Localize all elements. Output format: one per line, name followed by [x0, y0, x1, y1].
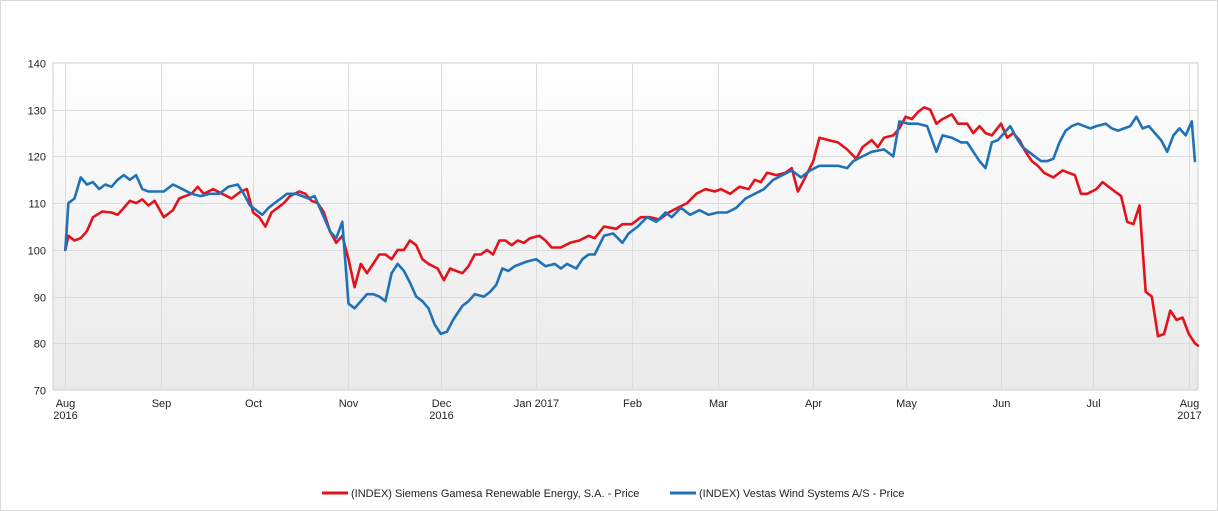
y-tick-label: 120: [28, 152, 46, 164]
x-tick-label: Apr: [805, 398, 822, 410]
y-tick-label: 140: [28, 59, 46, 71]
grid-lines: [53, 63, 1198, 390]
plot-area: [52, 62, 1199, 391]
x-tick-label: Aug: [56, 398, 76, 410]
x-tick-year-label: 2016: [53, 410, 77, 422]
y-tick-label: 90: [34, 293, 46, 305]
series-line-2: [64, 115, 1197, 336]
legend: (INDEX) Siemens Gamesa Renewable Energy,…: [322, 488, 904, 500]
x-tick-label: Dec: [432, 398, 452, 410]
x-tick-label: Mar: [709, 398, 728, 410]
x-tick-label: Aug: [1180, 398, 1200, 410]
x-tick-label: Oct: [245, 398, 262, 410]
y-axis: 70 80 90 100 110 120 130 140: [28, 59, 46, 398]
x-tick-label: Nov: [339, 398, 359, 410]
y-tick-label: 110: [28, 199, 46, 211]
legend-label-2: (INDEX) Vestas Wind Systems A/S - Price: [699, 488, 904, 500]
y-tick-label: 80: [34, 339, 46, 351]
series-line-1: [64, 106, 1200, 347]
x-tick-label: May: [896, 398, 917, 410]
legend-label-1: (INDEX) Siemens Gamesa Renewable Energy,…: [351, 488, 639, 500]
x-tick-label: Jun: [993, 398, 1011, 410]
x-tick-label: Feb: [623, 398, 642, 410]
y-tick-label: 130: [28, 106, 46, 118]
x-tick-label: Sep: [152, 398, 172, 410]
y-tick-label: 100: [28, 246, 46, 258]
x-tick-year-label: 2016: [429, 410, 453, 422]
x-tick-label: Jul: [1086, 398, 1100, 410]
x-tick-label: Jan 2017: [514, 398, 559, 410]
series-lines: [64, 106, 1200, 347]
x-tick-year-label: 2017: [1177, 410, 1201, 422]
y-tick-label: 70: [34, 386, 46, 398]
